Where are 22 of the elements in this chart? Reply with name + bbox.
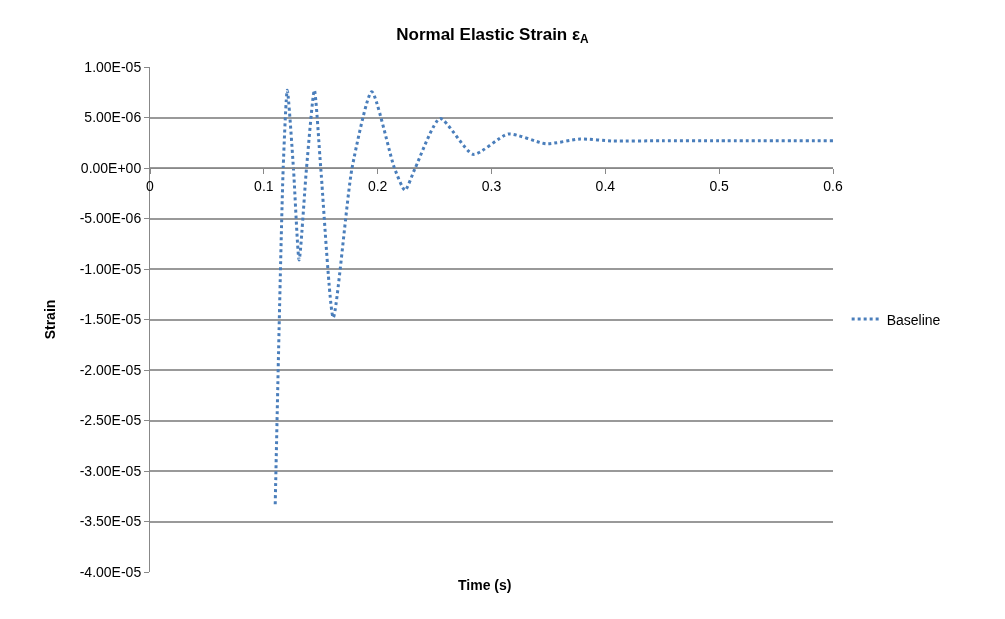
x-tick-label: 0.1 — [254, 177, 274, 194]
x-tick-label: 0.2 — [367, 177, 388, 194]
chart-title: Normal Elastic Strain ε$_{A}$ — [396, 24, 590, 47]
y-tick-label: -4.00E-05 — [79, 563, 142, 580]
y-tick-label: -2.50E-05 — [79, 412, 142, 429]
y-tick-label: -2.00E-05 — [79, 361, 142, 378]
y-tick-label: -3.00E-05 — [79, 462, 142, 479]
y-tick-label: 5.00E-06 — [84, 109, 142, 126]
y-tick-label: 1.00E-05 — [84, 58, 142, 75]
y-tick-label: 0.00E+00 — [80, 159, 142, 176]
y-tick-label: -1.00E-05 — [79, 260, 142, 277]
x-tick-label: 0 — [146, 177, 155, 194]
x-tick-label: 0.5 — [709, 177, 730, 194]
x-axis-title: Time (s) — [458, 577, 512, 593]
y-tick-label: -3.50E-05 — [79, 513, 142, 530]
x-tick-label: 0.6 — [823, 177, 843, 194]
x-tick-label: 0.3 — [481, 177, 502, 194]
legend-label: Baseline — [886, 311, 941, 328]
y-tick-label: -5.00E-06 — [79, 210, 142, 227]
y-tick-label: -1.50E-05 — [79, 311, 142, 328]
y-axis-title: Strain — [42, 299, 59, 340]
x-tick-label: 0.4 — [595, 177, 616, 194]
